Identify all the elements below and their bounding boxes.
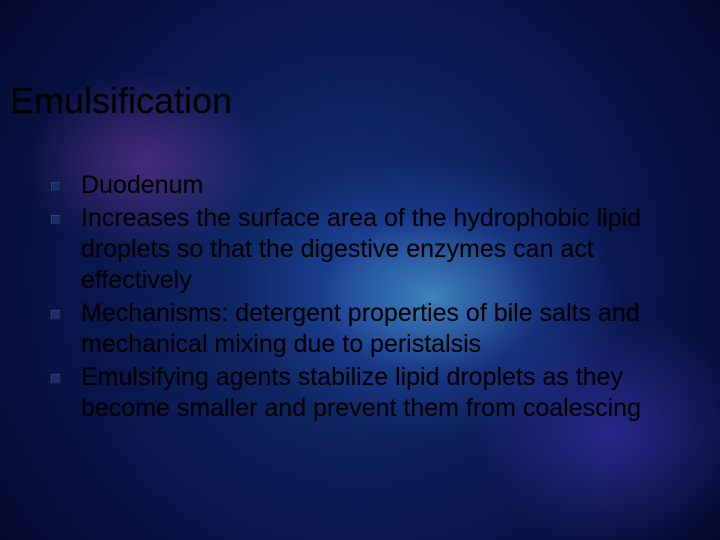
square-bullet-icon [50,181,61,192]
bullet-text: Emulsifying agents stabilize lipid dropl… [81,362,690,424]
slide-body: Duodenum Increases the surface area of t… [50,170,690,426]
slide-title-region: Emulsification [10,80,232,122]
slide-title: Emulsification [10,80,232,122]
bullet-text: Mechanisms: detergent properties of bile… [81,298,690,360]
list-item: Increases the surface area of the hydrop… [50,203,690,296]
square-bullet-icon [50,309,61,320]
bullet-text: Increases the surface area of the hydrop… [81,203,690,296]
bullet-text: Duodenum [81,170,690,201]
square-bullet-icon [50,373,61,384]
list-item: Duodenum [50,170,690,201]
square-bullet-icon [50,214,61,225]
list-item: Emulsifying agents stabilize lipid dropl… [50,362,690,424]
list-item: Mechanisms: detergent properties of bile… [50,298,690,360]
